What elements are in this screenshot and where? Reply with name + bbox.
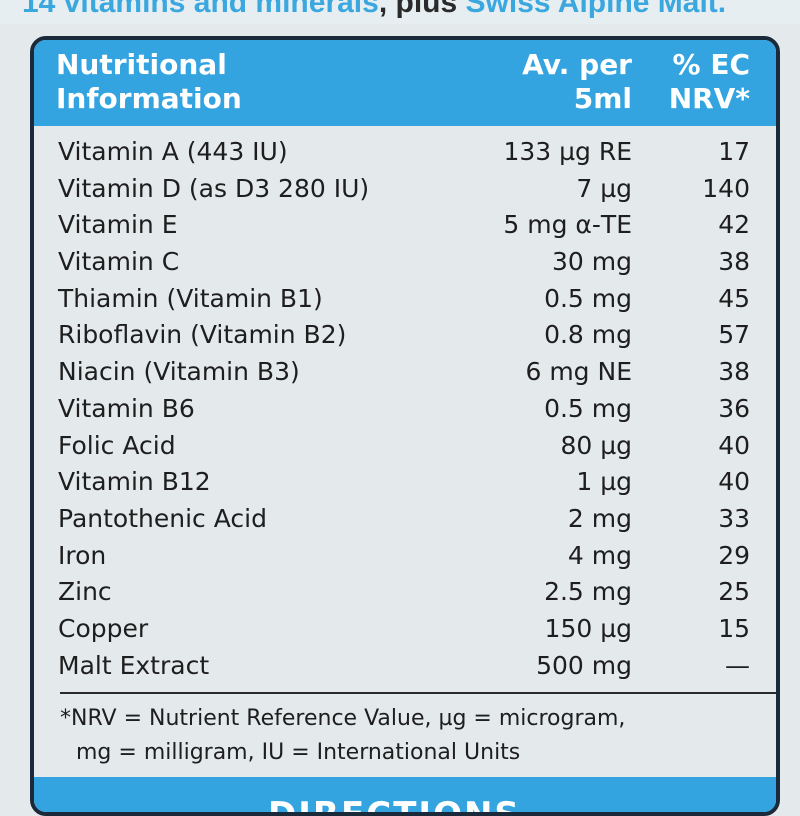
nutrient-name: Thiamin (Vitamin B1) xyxy=(58,283,323,313)
nutrition-header: Nutritional Information Av. per 5ml % EC… xyxy=(34,40,776,126)
nutrient-name: Riboflavin (Vitamin B2) xyxy=(58,320,347,350)
table-row: Malt Extract 500 mg — xyxy=(34,648,776,685)
nutrient-amount: 150 µg xyxy=(544,613,632,643)
nutrient-table: Vitamin A (443 IU) 133 µg RE 17 Vitamin D … xyxy=(34,134,776,684)
header-title-line1: Nutritional xyxy=(56,48,227,81)
nutrient-nrv: 38 xyxy=(718,247,750,277)
table-divider xyxy=(60,692,776,694)
top-strip-text-blue-2: Swiss Alpine Malt. xyxy=(465,0,727,19)
directions-bar: DIRECTIONS xyxy=(34,777,776,816)
nutrient-nrv: 33 xyxy=(718,503,750,533)
nutrient-nrv: 140 xyxy=(702,173,750,203)
nutrient-amount: 2.5 mg xyxy=(544,577,632,607)
top-strip-text-blue-1: 14 vitamins and minerals xyxy=(22,0,379,19)
nutrient-amount: 133 µg RE xyxy=(503,137,632,166)
nutrient-nrv: 40 xyxy=(718,467,750,497)
nutrient-name: Niacin (Vitamin B3) xyxy=(58,357,300,387)
nutrient-amount: 30 mg xyxy=(552,247,632,277)
nutrient-name: Folic Acid xyxy=(58,430,176,460)
table-row: Folic Acid 80 µg 40 xyxy=(34,428,776,465)
nutrient-amount: 500 mg xyxy=(536,650,632,680)
table-row: Vitamin A (443 IU) 133 µg RE 17 xyxy=(34,134,776,171)
nutrient-name: Vitamin D (as D3 280 IU) xyxy=(58,173,370,203)
directions-heading: DIRECTIONS xyxy=(268,795,521,816)
nutrition-panel: Nutritional Information Av. per 5ml % EC… xyxy=(30,36,780,816)
header-nrv-line1: % EC xyxy=(672,48,750,81)
nutrient-name: Malt Extract xyxy=(58,650,210,680)
nutrient-amount: 0.8 mg xyxy=(544,320,632,350)
footnote-line1: *NRV = Nutrient Reference Value, µg = mi… xyxy=(60,706,626,731)
table-row: Vitamin E 5 mg α-TE 42 xyxy=(34,207,776,244)
nutrient-nrv: — xyxy=(725,650,750,680)
nutrient-nrv: 25 xyxy=(718,577,750,607)
header-amount-line1: Av. per xyxy=(522,48,632,81)
nutrient-name: Iron xyxy=(58,540,107,570)
table-row: Iron 4 mg 29 xyxy=(34,538,776,575)
nutrient-name: Pantothenic Acid xyxy=(58,503,267,533)
nutrient-name: Vitamin E xyxy=(58,210,178,240)
nutrient-name: Vitamin C xyxy=(58,247,180,277)
nutrient-nrv: 38 xyxy=(718,357,750,387)
nutrient-amount: 0.5 mg xyxy=(544,283,632,313)
nutrient-nrv: 15 xyxy=(718,613,750,643)
footnote-line2: mg = milligram, IU = International Units xyxy=(76,740,521,765)
nutrient-nrv: 29 xyxy=(718,540,750,570)
top-strip-text: 14 vitamins and minerals, plus Swiss Alp… xyxy=(22,0,726,20)
table-row: Pantothenic Acid 2 mg 33 xyxy=(34,501,776,538)
table-row: Vitamin D (as D3 280 IU) 7 µg 140 xyxy=(34,171,776,208)
top-strip: 14 vitamins and minerals, plus Swiss Alp… xyxy=(0,0,800,24)
footnote: *NRV = Nutrient Reference Value, µg = mi… xyxy=(60,702,625,770)
header-nrv-line2: NRV* xyxy=(668,82,750,115)
nutrient-name: Vitamin B12 xyxy=(58,467,211,497)
table-row: Vitamin C 30 mg 38 xyxy=(34,244,776,281)
header-title: Nutritional Information xyxy=(56,48,242,116)
nutrient-amount: 1 µg xyxy=(576,467,632,497)
header-amount-column: Av. per 5ml xyxy=(504,48,632,116)
nutrient-amount: 7 µg xyxy=(576,173,632,203)
nutrient-name: Zinc xyxy=(58,577,112,607)
nutrient-nrv: 40 xyxy=(718,430,750,460)
top-strip-text-dark: , plus xyxy=(378,0,466,19)
nutrient-nrv: 36 xyxy=(718,393,750,423)
nutrient-amount: 5 mg α-TE xyxy=(503,210,632,240)
nutrient-amount: 2 mg xyxy=(567,503,632,533)
table-row: Niacin (Vitamin B3) 6 mg NE 38 xyxy=(34,354,776,391)
table-row: Vitamin B12 1 µg 40 xyxy=(34,464,776,501)
table-row: Zinc 2.5 mg 25 xyxy=(34,574,776,611)
nutrient-nrv: 45 xyxy=(718,283,750,313)
nutrient-nrv: 17 xyxy=(718,137,750,166)
nutrient-name: Vitamin B6 xyxy=(58,393,195,423)
table-row: Copper 150 µg 15 xyxy=(34,611,776,648)
table-row: Vitamin B6 0.5 mg 36 xyxy=(34,391,776,428)
nutrient-nrv: 42 xyxy=(718,210,750,240)
header-nrv-column: % EC NRV* xyxy=(644,48,750,116)
nutrient-amount: 4 mg xyxy=(567,540,632,570)
nutrient-amount: 6 mg NE xyxy=(525,357,632,387)
table-row: Riboflavin (Vitamin B2) 0.8 mg 57 xyxy=(34,317,776,354)
nutrient-name: Vitamin A (443 IU) xyxy=(58,137,288,166)
nutrient-name: Copper xyxy=(58,613,149,643)
header-amount-line2: 5ml xyxy=(573,82,632,115)
nutrient-amount: 0.5 mg xyxy=(544,393,632,423)
nutrient-amount: 80 µg xyxy=(560,430,632,460)
table-row: Thiamin (Vitamin B1) 0.5 mg 45 xyxy=(34,281,776,318)
nutrient-nrv: 57 xyxy=(718,320,750,350)
header-title-line2: Information xyxy=(56,82,242,115)
